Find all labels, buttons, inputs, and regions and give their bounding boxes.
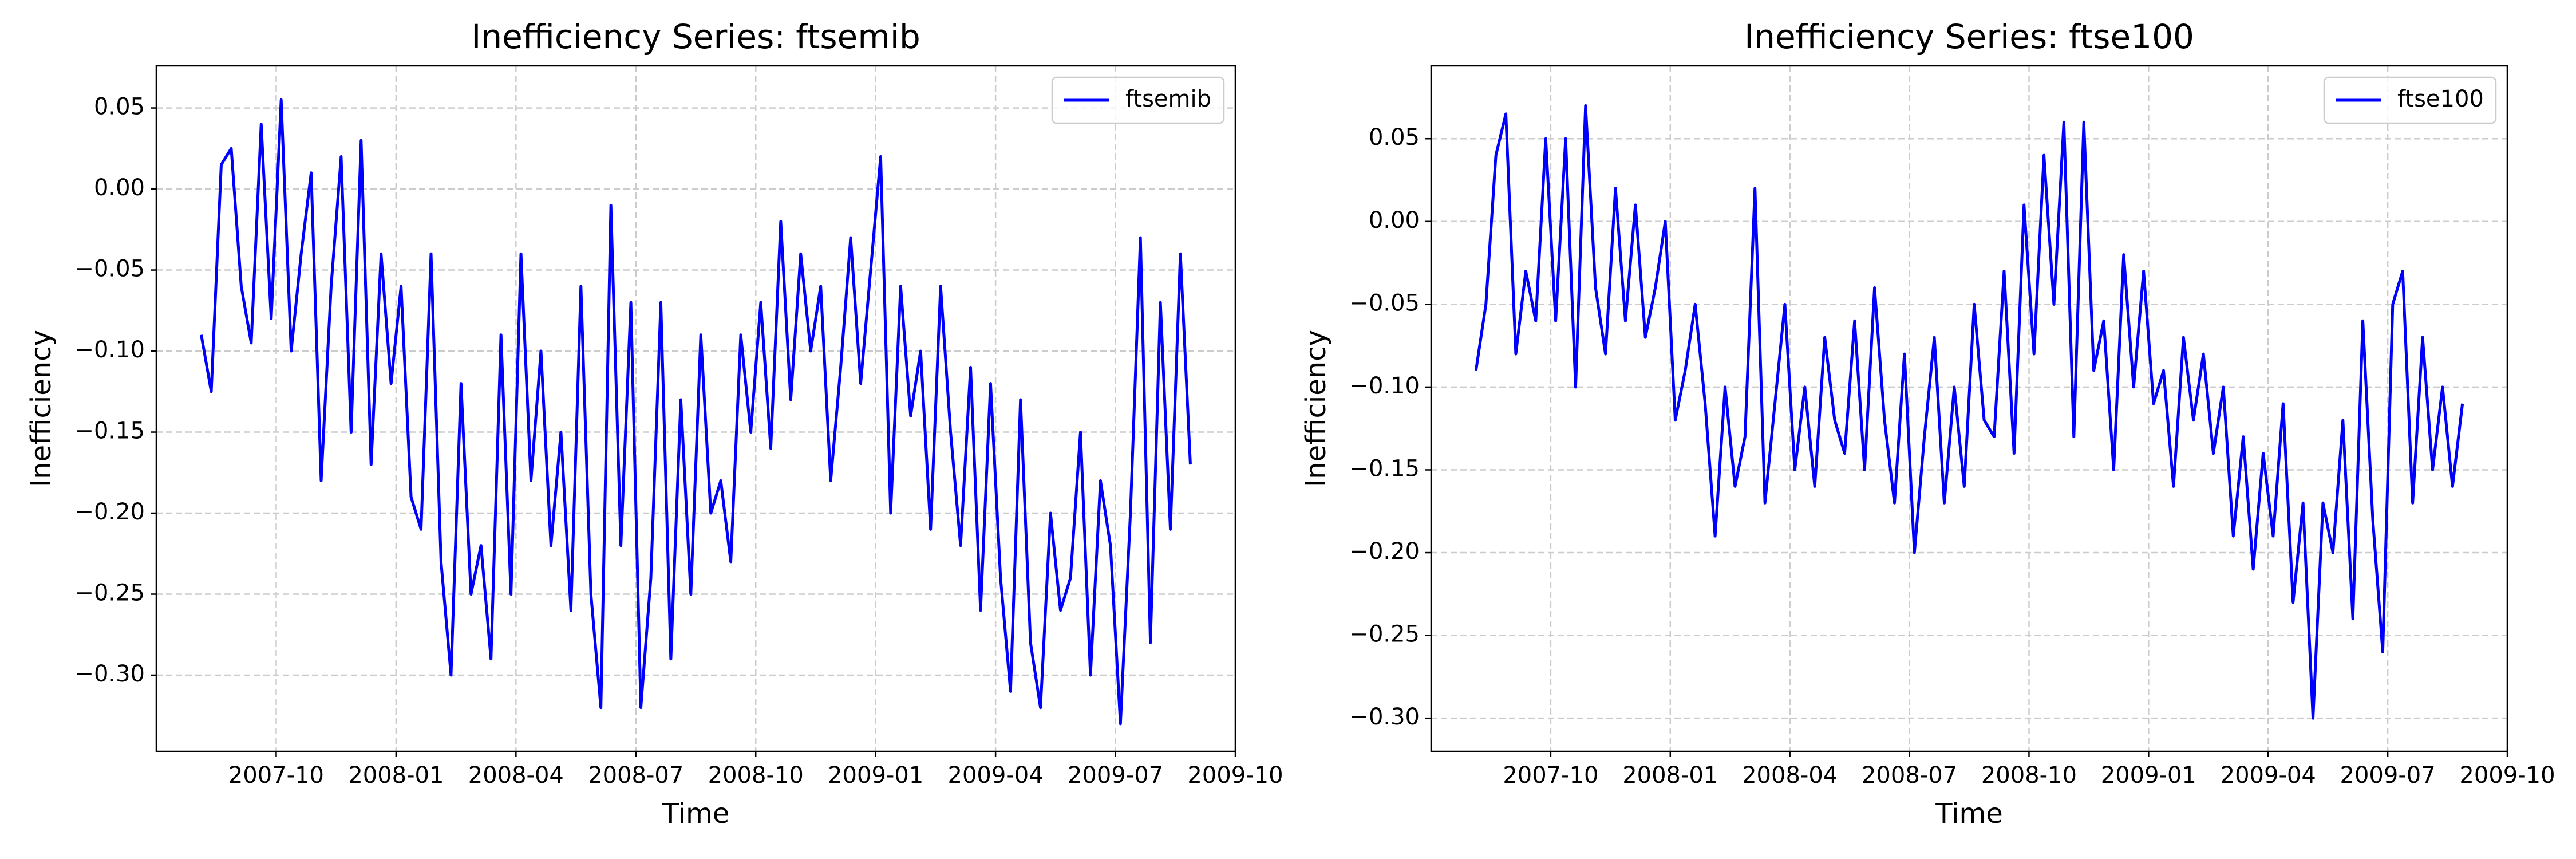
chart-title: Inefficiency Series: ftsemib xyxy=(471,17,920,56)
x-tick-label: 2008-01 xyxy=(348,762,444,789)
y-axis-label: Inefficiency xyxy=(25,330,57,487)
y-tick-label: −0.25 xyxy=(1349,621,1420,648)
x-tick-label: 2007-10 xyxy=(228,762,324,789)
y-tick-label: 0.00 xyxy=(1369,207,1420,234)
x-tick-label: 2009-10 xyxy=(1187,762,1283,789)
legend-label: ftse100 xyxy=(2397,86,2484,112)
legend-box xyxy=(1051,76,1225,124)
y-tick-label: −0.05 xyxy=(1349,290,1420,316)
x-tick-label: 2008-07 xyxy=(588,762,683,789)
y-tick-label: 0.05 xyxy=(94,94,145,120)
x-tick-label: 2008-04 xyxy=(1742,762,1838,789)
x-tick-label: 2009-01 xyxy=(828,762,923,789)
y-tick-label: −0.30 xyxy=(1349,704,1420,730)
chart-title: Inefficiency Series: ftse100 xyxy=(1744,17,2194,56)
y-tick-label: −0.20 xyxy=(1349,538,1420,565)
y-tick-label: −0.05 xyxy=(74,256,145,282)
y-tick-label: −0.10 xyxy=(74,337,145,363)
x-tick-label: 2009-07 xyxy=(1068,762,1163,789)
y-tick-label: −0.20 xyxy=(74,499,145,525)
x-tick-label: 2008-07 xyxy=(1862,762,1957,789)
x-tick-label: 2009-07 xyxy=(2340,762,2436,789)
x-tick-label: 2008-01 xyxy=(1622,762,1718,789)
plot-frame xyxy=(155,65,1236,752)
y-tick-label: −0.10 xyxy=(1349,373,1420,399)
y-tick-label: 0.00 xyxy=(94,175,145,201)
plot-frame xyxy=(1430,65,2508,752)
data-line xyxy=(1474,104,2464,720)
legend-label: ftsemib xyxy=(1125,86,1211,112)
x-tick-label: 2008-04 xyxy=(468,762,564,789)
x-tick-label: 2009-04 xyxy=(948,762,1044,789)
y-tick-label: −0.15 xyxy=(74,418,145,444)
data-line xyxy=(200,98,1192,726)
y-tick-label: −0.15 xyxy=(1349,455,1420,482)
x-tick-label: 2007-10 xyxy=(1503,762,1598,789)
y-tick-label: −0.30 xyxy=(74,661,145,687)
x-axis-label: Time xyxy=(662,798,729,830)
y-tick-label: 0.05 xyxy=(1369,124,1420,151)
x-tick-label: 2008-10 xyxy=(708,762,804,789)
legend-box xyxy=(2323,76,2497,124)
x-tick-label: 2009-01 xyxy=(2101,762,2196,789)
y-tick-label: −0.25 xyxy=(74,580,145,606)
y-axis-label: Inefficiency xyxy=(1300,330,1332,487)
x-tick-label: 2009-10 xyxy=(2459,762,2555,789)
x-tick-label: 2009-04 xyxy=(2221,762,2316,789)
x-axis-label: Time xyxy=(1935,798,2002,830)
x-tick-label: 2008-10 xyxy=(1981,762,2077,789)
